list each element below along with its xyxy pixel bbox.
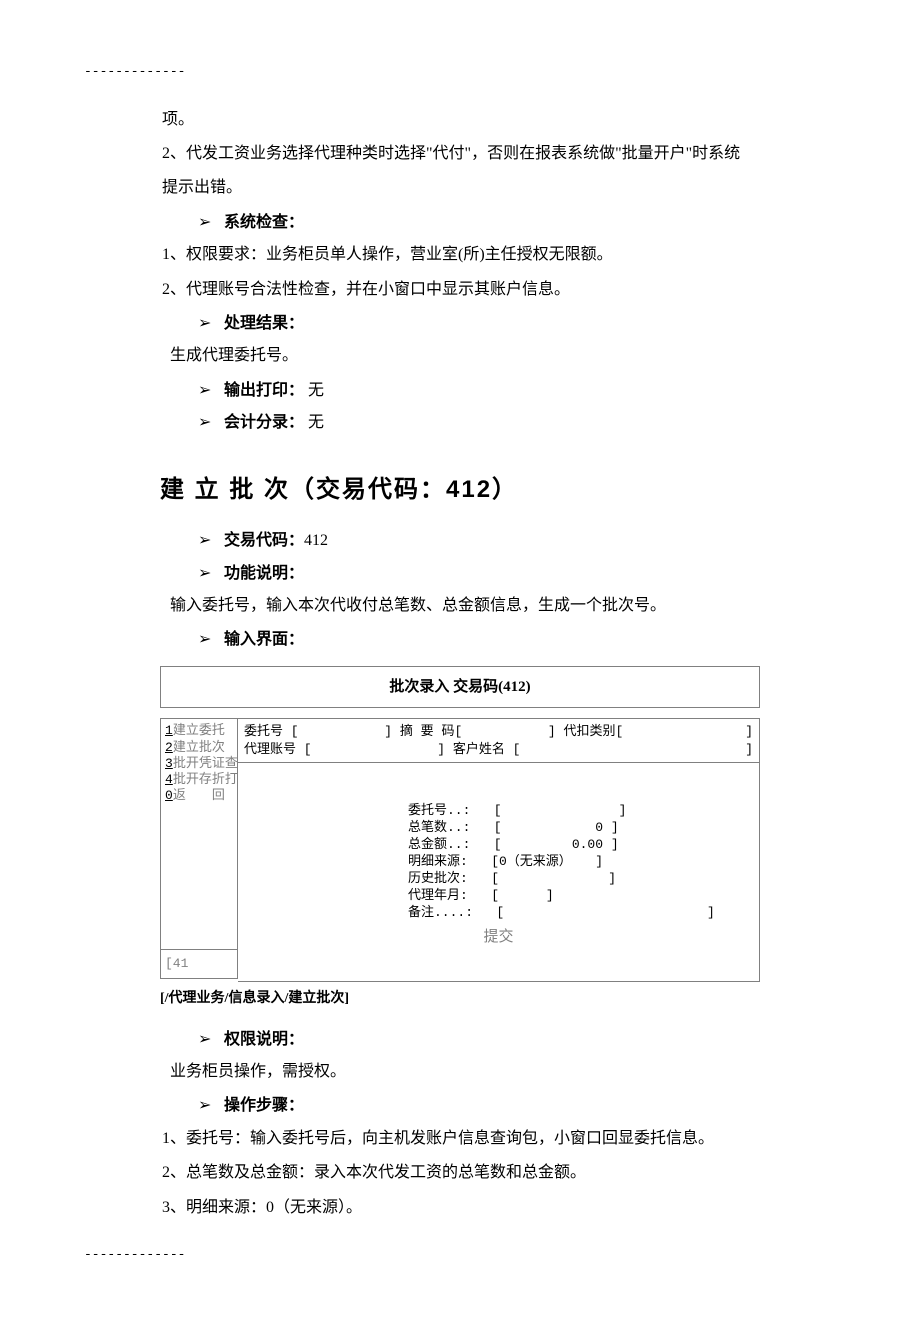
bullet-arrow: ➢ (198, 1091, 220, 1121)
menu-3-key: 3 (165, 756, 173, 771)
field-beizhu: 备注....: [ ] (248, 905, 749, 922)
menu-0-key: 0 (165, 788, 173, 803)
bullet-arrow: ➢ (198, 559, 220, 589)
section-heading: 建 立 批 次（交易代码：412） (160, 467, 840, 513)
field-daili-ym: 代理年月: [ ] (248, 888, 749, 905)
form-title: 批次录入 交易码(412) (160, 666, 760, 709)
field-mingxi: 明细来源: [0（无来源） ] (248, 854, 749, 871)
form-menu: 1建立委托 2建立批次 3批开凭证查 4批开存折打 0返 回 (160, 718, 238, 949)
para-perm: 业务柜员操作，需授权。 (80, 1057, 840, 1087)
top-close-bracket-2: ] (745, 741, 753, 759)
bullet-arrow: ➢ (198, 309, 220, 339)
bullet-entry-value: 无 (308, 414, 324, 431)
para-step3: 3、明细来源：0（无来源）。 (80, 1193, 840, 1223)
menu-0-label: 返 回 (173, 788, 225, 803)
top-dashes: ------------- (84, 60, 840, 85)
para-func: 输入委托号，输入本次代收付总笔数、总金额信息，生成一个批次号。 (80, 591, 840, 621)
para-result: 生成代理委托号。 (80, 341, 840, 371)
menu-1-label: 建立委托 (173, 723, 225, 738)
bullet-arrow: ➢ (198, 1025, 220, 1055)
form-top-strip: 委托号 [ ] 摘 要 码[ ] 代扣类别[ ] 代理账号 [ ] 客户姓名 [… (238, 719, 759, 763)
form-code41: [41 (160, 950, 238, 980)
form-center-fields: 委托号..: [ ] 总笔数..: [ 0 ] 总金额..: [ 0.00 ] … (238, 763, 759, 981)
top-kehu-label: ] 客户姓名 [ (437, 742, 520, 757)
field-lishi: 历史批次: [ ] (248, 871, 749, 888)
para-step2: 2、总笔数及总金额：录入本次代发工资的总笔数和总金额。 (80, 1158, 840, 1188)
bullet-arrow: ➢ (198, 208, 220, 238)
top-weituo-label: 委托号 [ (244, 724, 299, 739)
field-weituo: 委托号..: [ ] (248, 803, 749, 820)
para-sys2: 2、代理账号合法性检查，并在小窗口中显示其账户信息。 (80, 275, 840, 305)
top-close-bracket-1: ] (745, 723, 753, 741)
menu-4-label: 批开存折打 (173, 772, 238, 787)
top-zhaiyao-label: ] 摘 要 码[ (384, 724, 462, 739)
menu-4-key: 4 (165, 772, 173, 787)
bullet-code-value: 412 (304, 532, 328, 549)
field-zongbi: 总笔数..: [ 0 ] (248, 820, 749, 837)
menu-1-key: 1 (165, 723, 173, 738)
submit-button[interactable]: 提交 (248, 922, 749, 950)
bullet-arrow: ➢ (198, 625, 220, 655)
bullet-arrow: ➢ (198, 376, 220, 406)
bullet-perm-label: 权限说明： (224, 1031, 304, 1048)
form-screenshot: 批次录入 交易码(412) 1建立委托 2建立批次 3批开凭证查 4批开存折打 … (160, 666, 760, 982)
bullet-steps-label: 操作步骤： (224, 1097, 304, 1114)
para-step1: 1、委托号：输入委托号后，向主机发账户信息查询包，小窗口回显委托信息。 (80, 1124, 840, 1154)
bullet-arrow: ➢ (198, 408, 220, 438)
menu-3-label: 批开凭证查 (173, 756, 238, 771)
bullet-result: 处理结果： (224, 315, 304, 332)
top-daili-label: 代理账号 [ (244, 742, 312, 757)
para-daifa-1: 2、代发工资业务选择代理种类时选择"代付"，否则在报表系统做"批量开户"时系统 (80, 139, 840, 169)
field-zongjine: 总金额..: [ 0.00 ] (248, 837, 749, 854)
bottom-dashes: ------------- (84, 1243, 840, 1268)
bullet-sys-check: 系统检查： (224, 214, 304, 231)
bullet-entry-label: 会计分录： (224, 414, 304, 431)
bullet-print-value: 无 (308, 382, 324, 399)
bullet-code-label: 交易代码： (224, 532, 304, 549)
bullet-func-label: 功能说明： (224, 565, 304, 582)
para-daifa-2: 提示出错。 (80, 173, 840, 203)
menu-2-key: 2 (165, 740, 173, 755)
breadcrumb-path: [/代理业务/信息录入/建立批次] (160, 986, 840, 1013)
bullet-input-label: 输入界面： (224, 631, 304, 648)
bullet-print-label: 输出打印： (224, 382, 304, 399)
menu-2-label: 建立批次 (173, 740, 225, 755)
para-xiang: 项。 (80, 105, 840, 135)
para-sys1: 1、权限要求：业务柜员单人操作，营业室(所)主任授权无限额。 (80, 240, 840, 270)
top-daikou-label: ] 代扣类别[ (548, 724, 623, 739)
bullet-arrow: ➢ (198, 526, 220, 556)
